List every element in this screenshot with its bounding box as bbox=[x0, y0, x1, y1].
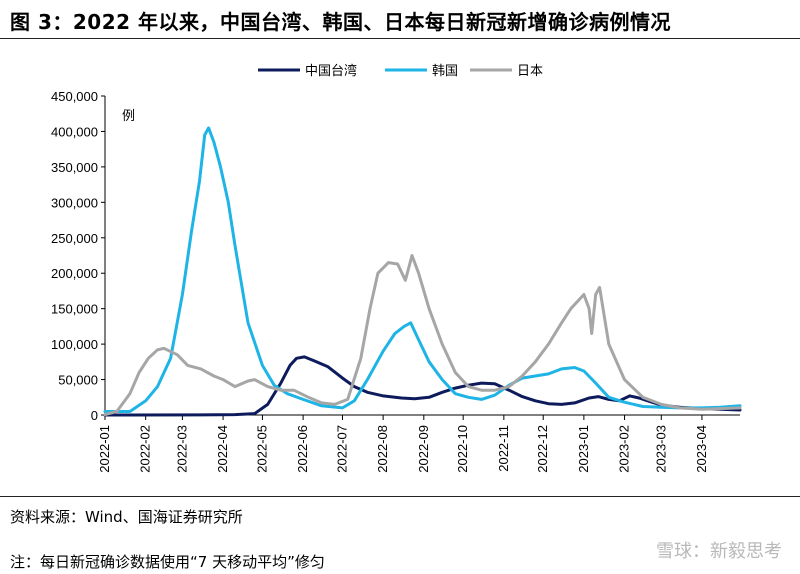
y-tick-label: 400,000 bbox=[51, 124, 98, 139]
y-tick-label: 150,000 bbox=[51, 302, 98, 317]
x-tick-label: 2022-03 bbox=[174, 425, 189, 473]
footnote: 注：每日新冠确诊数据使用“7 天移动平均”修匀 bbox=[10, 553, 325, 571]
title-rule bbox=[0, 38, 800, 39]
x-tick-label: 2023-04 bbox=[694, 425, 709, 473]
x-tick-label: 2023-01 bbox=[576, 425, 591, 473]
series-line-1 bbox=[103, 126, 742, 413]
x-tick-label: 2022-08 bbox=[375, 425, 390, 473]
y-tick-label: 0 bbox=[91, 408, 98, 423]
x-tick-label: 2022-06 bbox=[295, 425, 310, 473]
x-tick-label: 2022-02 bbox=[138, 425, 153, 473]
x-tick-label: 2022-01 bbox=[97, 425, 112, 473]
y-tick-label: 300,000 bbox=[51, 195, 98, 210]
series-line-2 bbox=[103, 254, 742, 417]
y-axis-unit-label: 例 bbox=[122, 108, 135, 123]
y-tick-label: 450,000 bbox=[51, 89, 98, 104]
x-axis: 2022-01 2022-02 2022-03 2022-04 2022-05 2022-… bbox=[97, 414, 740, 473]
x-tick-label: 2022-07 bbox=[334, 425, 349, 473]
legend-label-0: 中国台湾 bbox=[305, 63, 357, 79]
x-tick-label: 2023-02 bbox=[617, 425, 632, 473]
y-tick-label: 100,000 bbox=[51, 337, 98, 352]
x-tick-label: 2022-11 bbox=[496, 425, 511, 472]
x-tick-label: 2023-03 bbox=[653, 425, 668, 473]
watermark: 雪球：新毅思考 bbox=[656, 541, 782, 562]
x-tick-label: 2022-09 bbox=[416, 425, 431, 473]
legend-label-1: 韩国 bbox=[432, 64, 458, 79]
y-axis: 0 50,000 100,000 150,000 200,000 250,000 300,0… bbox=[51, 89, 106, 423]
x-tick-label: 2022-05 bbox=[254, 425, 269, 473]
chart-legend: 中国台湾 韩国 日本 bbox=[258, 63, 543, 79]
y-tick-label: 350,000 bbox=[51, 160, 98, 175]
series-lines bbox=[103, 126, 742, 417]
legend-label-2: 日本 bbox=[517, 64, 543, 79]
figure-title: 图 3：2022 年以来，中国台湾、韩国、日本每日新冠新增确诊病例情况 bbox=[10, 10, 672, 34]
y-tick-label: 200,000 bbox=[51, 266, 98, 281]
x-tick-label: 2022-04 bbox=[215, 425, 230, 473]
x-tick-label: 2022-12 bbox=[535, 425, 550, 473]
x-tick-label: 2022-10 bbox=[455, 425, 470, 473]
source-note: 资料来源：Wind、国海证券研究所 bbox=[10, 508, 243, 526]
y-tick-label: 50,000 bbox=[58, 373, 98, 388]
footer-rule bbox=[0, 496, 800, 497]
y-tick-label: 250,000 bbox=[51, 231, 98, 246]
line-chart: 中国台湾 韩国 日本 例 0 50,000 100,000 150,000 200,000 2… bbox=[51, 63, 742, 473]
